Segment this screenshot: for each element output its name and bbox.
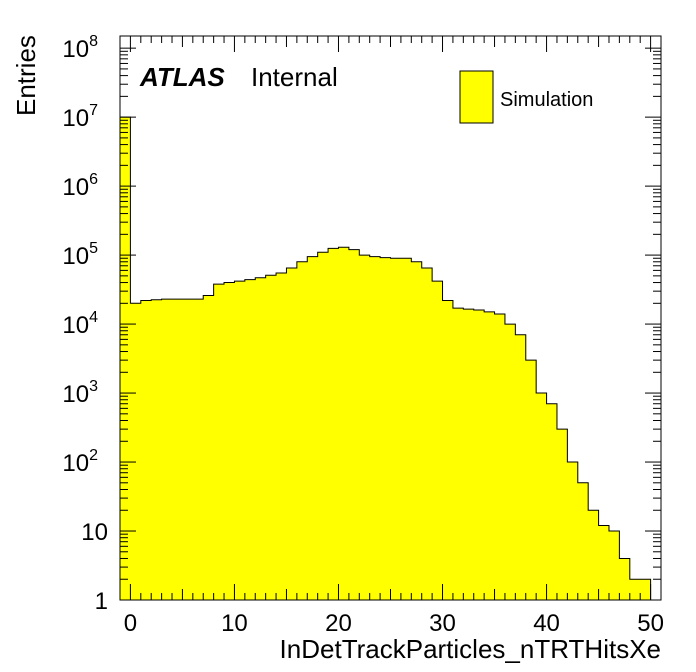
y-tick-labels: 1 10 102 103 104 105 106 107 108 xyxy=(62,33,108,615)
histogram-bin xyxy=(473,309,485,600)
histogram-bin xyxy=(192,299,204,600)
histogram-bin xyxy=(525,360,537,600)
histogram-bin xyxy=(224,282,236,600)
histogram-bin xyxy=(504,324,516,600)
histogram-bin xyxy=(442,300,454,600)
histogram-bin xyxy=(359,255,371,600)
histogram-bin xyxy=(286,267,298,600)
histogram-bin xyxy=(161,299,173,600)
histogram-bin xyxy=(348,249,360,600)
histogram-bin xyxy=(629,579,641,600)
x-tick-labels: 0 10 20 30 40 50 xyxy=(124,610,664,637)
histogram-bin xyxy=(296,261,308,600)
histogram-bin xyxy=(494,313,506,600)
histogram-bin xyxy=(244,279,256,600)
axis-ticks xyxy=(119,36,662,601)
atlas-sublabel: Internal xyxy=(251,62,338,92)
atlas-label: ATLAS xyxy=(139,62,225,92)
histogram-bin xyxy=(546,403,558,600)
histogram-bin xyxy=(140,300,152,600)
histogram-bin xyxy=(213,284,225,600)
histogram-bin xyxy=(130,303,142,600)
histogram-bin xyxy=(151,299,163,600)
x-tick-label: 0 xyxy=(124,610,137,637)
histogram-bin xyxy=(588,510,600,600)
histogram-bin xyxy=(276,273,288,600)
x-tick-label: 40 xyxy=(533,610,560,637)
histogram-bin xyxy=(619,558,631,600)
histogram-bin xyxy=(556,429,568,600)
histogram-bin xyxy=(640,579,652,600)
histogram-bin xyxy=(421,267,433,600)
x-tick-label: 10 xyxy=(221,610,248,637)
legend-swatch xyxy=(459,70,494,124)
histogram-bin xyxy=(234,281,246,600)
histogram-bars xyxy=(120,117,652,601)
y-tick-label: 1 xyxy=(95,588,108,615)
histogram-bin xyxy=(265,275,277,600)
y-tick-label: 102 xyxy=(62,447,98,477)
histogram-bin xyxy=(338,247,350,600)
histogram-bin xyxy=(536,393,548,600)
histogram-bin xyxy=(577,482,589,600)
y-axis-label: Entries xyxy=(11,35,41,116)
histogram-bin xyxy=(307,256,319,600)
legend: Simulation xyxy=(459,70,593,124)
histogram-bin xyxy=(608,531,620,600)
histogram-bin xyxy=(369,256,381,600)
histogram-bin xyxy=(255,277,267,600)
histogram-bin xyxy=(411,261,423,600)
y-tick-label: 108 xyxy=(62,33,98,63)
histogram-bin xyxy=(203,295,215,600)
histogram-bin xyxy=(172,299,184,600)
x-tick-label: 50 xyxy=(637,610,664,637)
histogram-outline xyxy=(119,116,661,601)
y-tick-label: 107 xyxy=(62,102,98,132)
histogram-bin xyxy=(463,309,475,600)
x-axis-label: InDetTrackParticles_nTRTHitsXe xyxy=(280,634,661,664)
histogram-bin xyxy=(328,248,340,600)
legend-entry-simulation: Simulation xyxy=(500,89,593,111)
y-tick-label: 104 xyxy=(62,309,98,339)
x-tick-label: 30 xyxy=(429,610,456,637)
histogram-bin xyxy=(182,299,194,600)
histogram-bin xyxy=(567,462,579,600)
histogram-bin xyxy=(390,258,402,600)
histogram-bin xyxy=(120,117,132,601)
x-tick-label: 20 xyxy=(325,610,352,637)
histogram-bin xyxy=(484,311,496,600)
histogram-bin xyxy=(400,258,412,600)
histogram-bin xyxy=(380,257,392,600)
histogram-bin xyxy=(452,308,464,600)
y-tick-label: 103 xyxy=(62,378,98,408)
histogram-bin xyxy=(515,334,527,600)
y-tick-label: 106 xyxy=(62,171,98,201)
y-tick-label: 10 xyxy=(81,519,108,546)
histogram-bin xyxy=(598,525,610,600)
histogram-bin xyxy=(317,252,329,600)
histogram-bin xyxy=(432,281,444,600)
y-tick-label: 105 xyxy=(62,240,98,270)
